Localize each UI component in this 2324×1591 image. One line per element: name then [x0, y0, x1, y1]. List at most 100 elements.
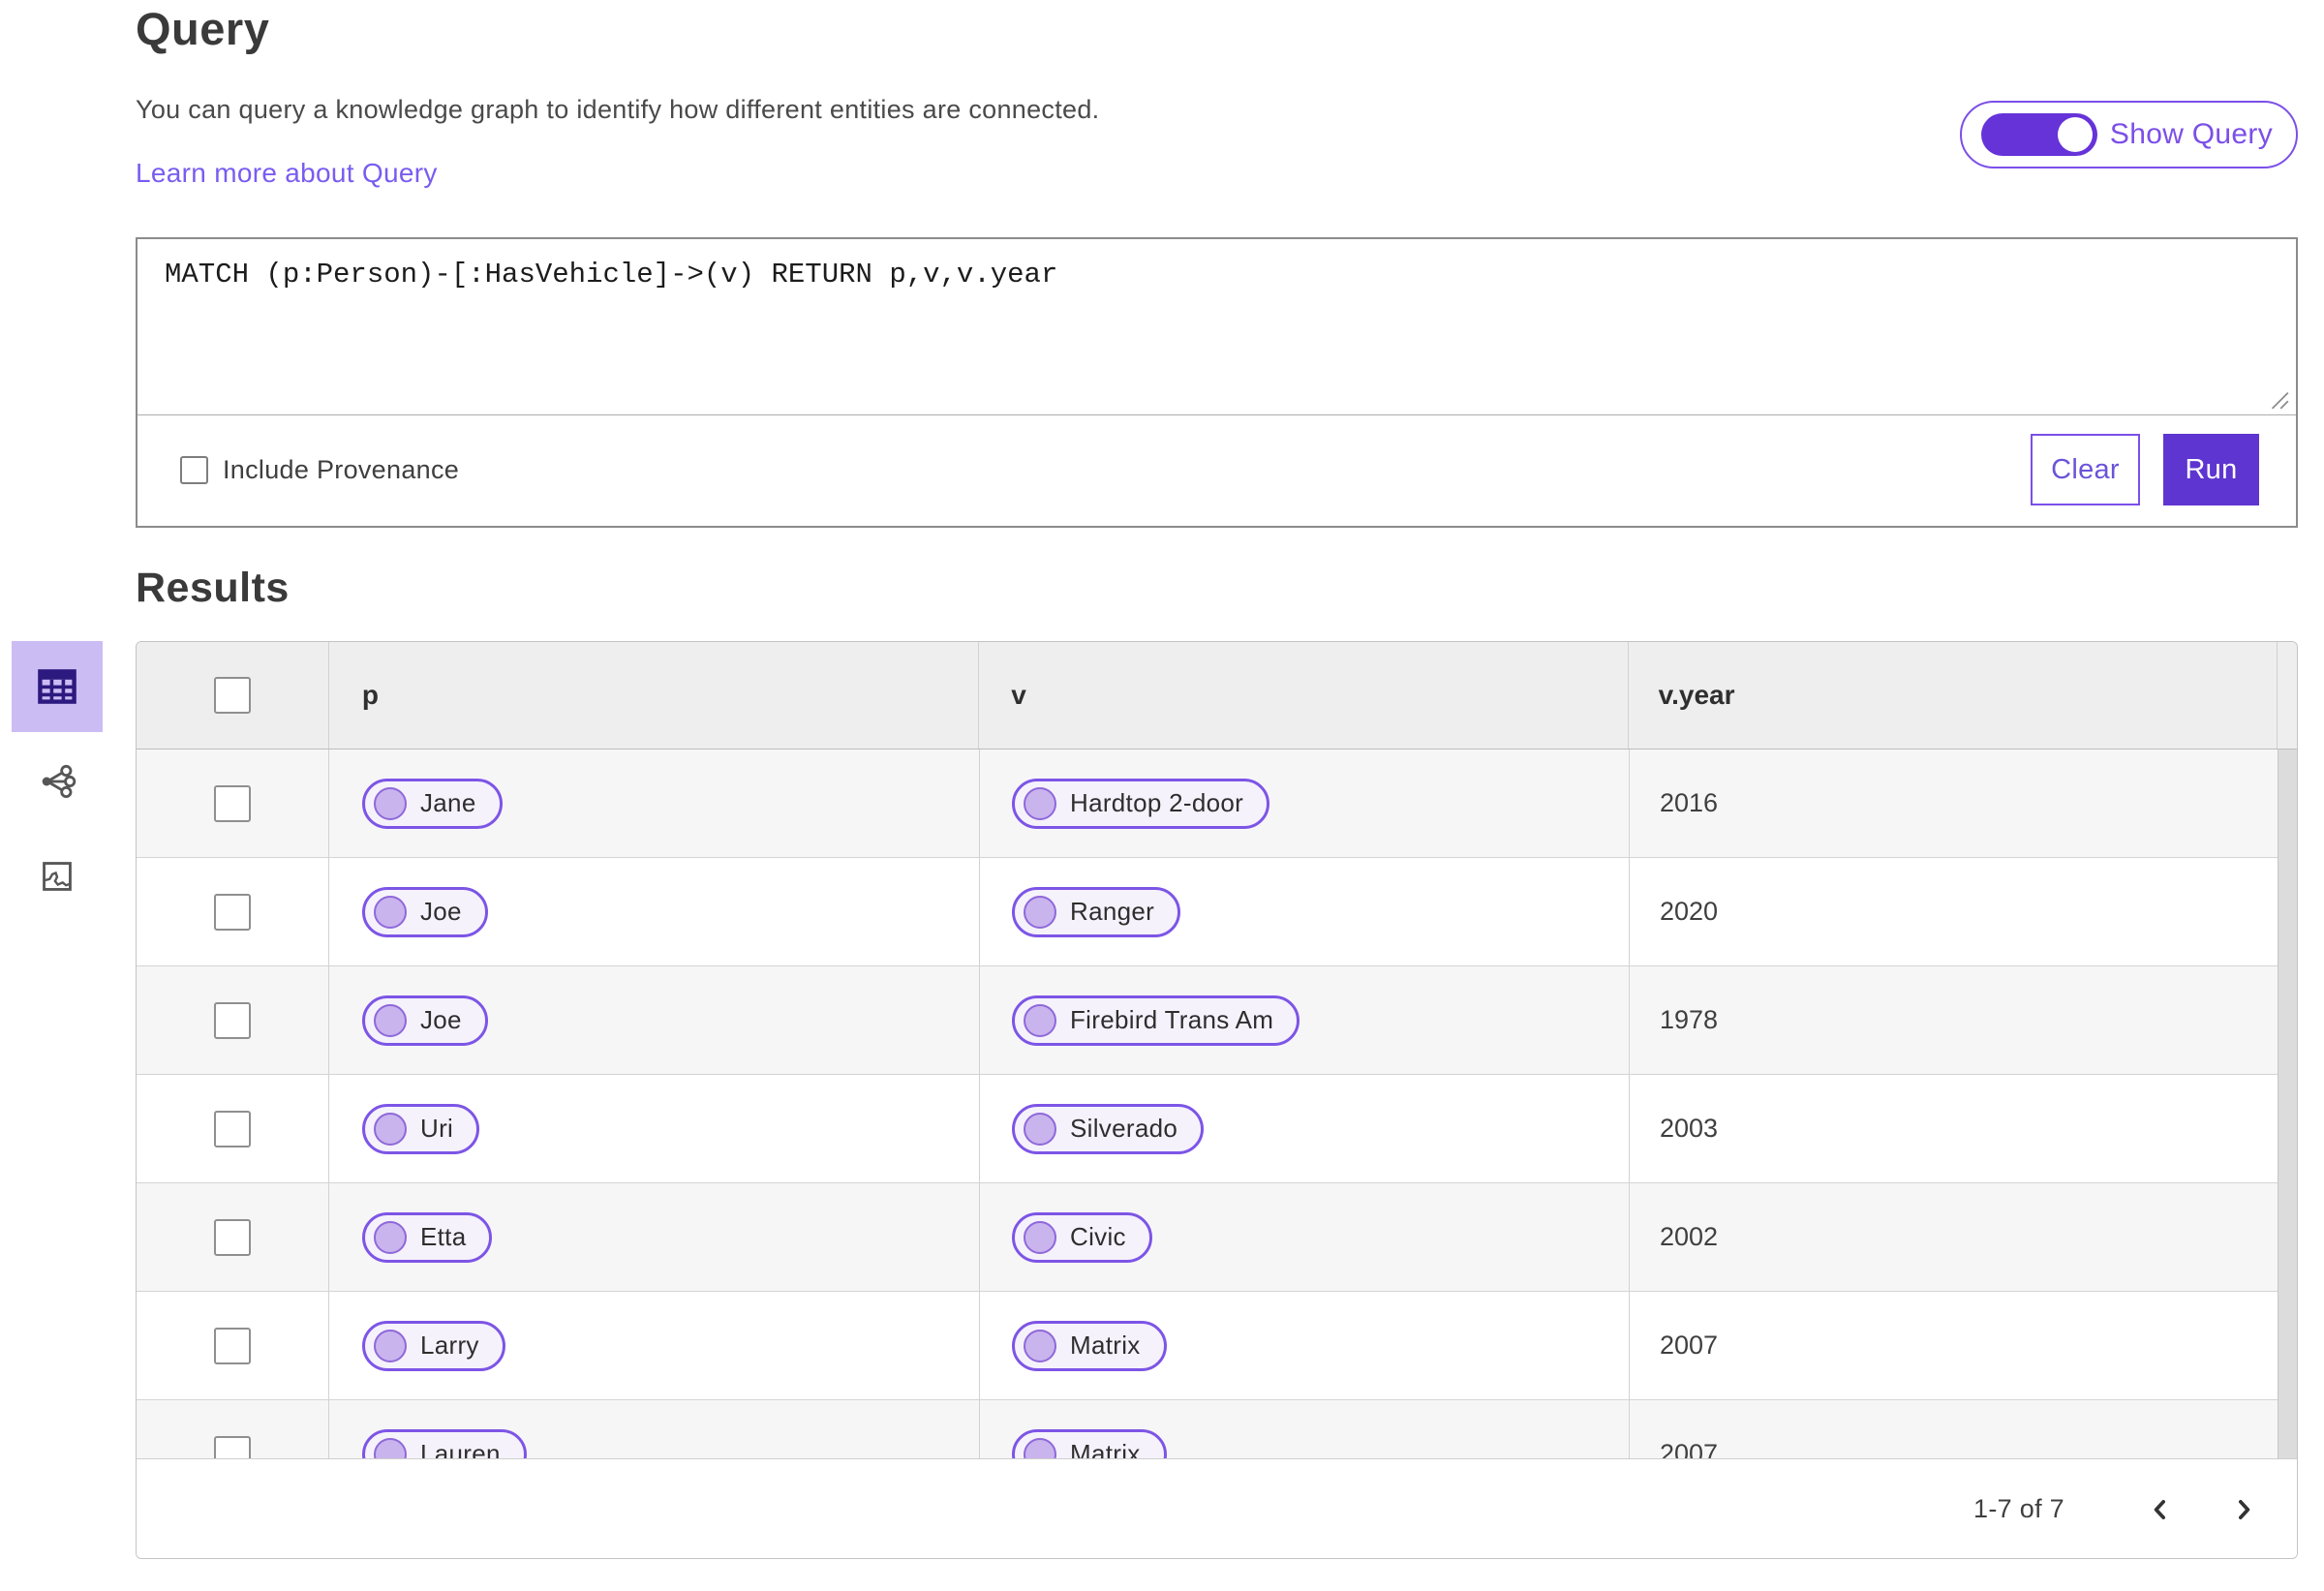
- vehicle-label: Civic: [1070, 1222, 1126, 1251]
- chevron-left-icon: [2154, 1499, 2165, 1519]
- person-entity-pill[interactable]: Lauren: [362, 1428, 527, 1458]
- table-row: Joe Firebird Trans Am 1978: [137, 966, 2297, 1075]
- query-text[interactable]: MATCH (p:Person)-[:HasVehicle]->(v) RETU…: [165, 259, 1058, 291]
- node-circle-icon: [1024, 1329, 1056, 1362]
- node-circle-icon: [1024, 1112, 1056, 1146]
- vehicle-entity-pill[interactable]: Civic: [1012, 1211, 1152, 1263]
- table-header: p v v.year: [137, 642, 2297, 750]
- vehicle-entity-pill[interactable]: Matrix: [1012, 1428, 1167, 1458]
- vehicle-year: 2007: [1660, 1331, 1719, 1360]
- next-page-button[interactable]: [2223, 1489, 2264, 1530]
- include-provenance-checkbox[interactable]: [180, 455, 208, 484]
- table-row: Larry Matrix 2007: [137, 1292, 2297, 1400]
- person-label: Lauren: [420, 1439, 501, 1458]
- clear-button[interactable]: Clear: [2031, 434, 2140, 505]
- table-row: Uri Silverado 2003: [137, 1075, 2297, 1183]
- vehicle-year: 2003: [1660, 1114, 1719, 1143]
- person-entity-pill[interactable]: Joe: [362, 994, 488, 1046]
- toggle-on-icon[interactable]: [1980, 113, 2097, 156]
- vehicle-year: 2007: [1660, 1439, 1719, 1458]
- row-select-checkbox[interactable]: [214, 1001, 251, 1039]
- include-provenance-label: Include Provenance: [223, 454, 460, 484]
- pagination-bar: 1-7 of 7: [137, 1458, 2297, 1558]
- results-title: Results: [136, 565, 290, 611]
- vehicle-entity-pill[interactable]: Ranger: [1012, 886, 1181, 937]
- vehicle-label: Matrix: [1070, 1331, 1141, 1360]
- map-view-button[interactable]: [12, 831, 103, 922]
- column-header-v-year: v.year: [1627, 642, 2277, 749]
- node-circle-icon: [374, 786, 407, 820]
- vehicle-entity-pill[interactable]: Hardtop 2-door: [1012, 778, 1270, 829]
- person-label: Etta: [420, 1222, 467, 1251]
- table-view-button[interactable]: [12, 641, 103, 732]
- person-entity-pill[interactable]: Joe: [362, 886, 488, 937]
- chevron-right-icon: [2239, 1499, 2250, 1519]
- vertical-scrollbar[interactable]: [2278, 750, 2297, 1458]
- query-panel: MATCH (p:Person)-[:HasVehicle]->(v) RETU…: [136, 237, 2298, 528]
- node-circle-icon: [1024, 1437, 1056, 1458]
- vehicle-label: Firebird Trans Am: [1070, 1005, 1274, 1034]
- view-switcher: [12, 641, 103, 926]
- column-header-p: p: [327, 642, 978, 749]
- person-entity-pill[interactable]: Uri: [362, 1103, 480, 1154]
- node-circle-icon: [1024, 895, 1056, 929]
- vehicle-entity-pill[interactable]: Firebird Trans Am: [1012, 994, 1300, 1046]
- node-circle-icon: [1024, 1220, 1056, 1254]
- person-label: Joe: [420, 1005, 462, 1034]
- table-row: Lauren Matrix 2007: [137, 1400, 2297, 1458]
- table-row: Jane Hardtop 2-door 2016: [137, 750, 2297, 858]
- learn-more-link[interactable]: Learn more about Query: [136, 158, 438, 188]
- vehicle-year: 2016: [1660, 788, 1719, 817]
- person-label: Joe: [420, 897, 462, 926]
- results-table: p v v.year Jane Hardtop 2-door 2016: [136, 641, 2298, 1559]
- prev-page-button[interactable]: [2140, 1489, 2181, 1530]
- vehicle-label: Silverado: [1070, 1114, 1178, 1143]
- node-circle-icon: [1024, 1003, 1056, 1037]
- row-select-checkbox[interactable]: [214, 1435, 251, 1458]
- row-select-checkbox[interactable]: [214, 1218, 251, 1256]
- map-icon: [43, 862, 72, 891]
- node-circle-icon: [374, 1220, 407, 1254]
- page-title: Query: [136, 3, 270, 54]
- pagination-range-label: 1-7 of 7: [1973, 1494, 2064, 1523]
- scrollbar-spacer: [2277, 642, 2297, 749]
- vehicle-label: Matrix: [1070, 1439, 1141, 1458]
- row-select-checkbox[interactable]: [214, 1110, 251, 1147]
- node-circle-icon: [374, 1112, 407, 1146]
- node-circle-icon: [374, 895, 407, 929]
- vehicle-label: Ranger: [1070, 897, 1155, 926]
- graph-view-button[interactable]: [12, 736, 103, 827]
- person-entity-pill[interactable]: Etta: [362, 1211, 493, 1263]
- node-circle-icon: [374, 1437, 407, 1458]
- person-entity-pill[interactable]: Larry: [362, 1320, 505, 1371]
- row-select-checkbox[interactable]: [214, 784, 251, 822]
- row-select-checkbox[interactable]: [214, 1327, 251, 1364]
- person-label: Uri: [420, 1114, 454, 1143]
- query-footer: Include Provenance Clear Run: [138, 415, 2296, 524]
- vehicle-year: 2002: [1660, 1222, 1719, 1251]
- vehicle-entity-pill[interactable]: Silverado: [1012, 1103, 1205, 1154]
- query-input[interactable]: MATCH (p:Person)-[:HasVehicle]->(v) RETU…: [138, 239, 2296, 415]
- node-circle-icon: [374, 1329, 407, 1362]
- resize-handle-icon[interactable]: [2265, 385, 2290, 411]
- row-select-checkbox[interactable]: [214, 893, 251, 931]
- person-entity-pill[interactable]: Jane: [362, 778, 503, 829]
- node-circle-icon: [374, 1003, 407, 1037]
- person-label: Larry: [420, 1331, 479, 1360]
- vehicle-year: 2020: [1660, 897, 1719, 926]
- select-all-checkbox[interactable]: [213, 677, 251, 714]
- person-label: Jane: [420, 788, 476, 817]
- graph-icon: [42, 764, 76, 799]
- table-icon: [38, 669, 76, 704]
- table-row: Joe Ranger 2020: [137, 858, 2297, 966]
- run-button[interactable]: Run: [2163, 434, 2259, 505]
- show-query-toggle[interactable]: Show Query: [1959, 101, 2298, 168]
- table-body: Jane Hardtop 2-door 2016 Joe Ranger 2020: [137, 750, 2297, 1458]
- column-header-v: v: [978, 642, 1627, 749]
- node-circle-icon: [1024, 786, 1056, 820]
- page-description: You can query a knowledge graph to ident…: [136, 95, 1100, 124]
- vehicle-entity-pill[interactable]: Matrix: [1012, 1320, 1167, 1371]
- toggle-knob: [2057, 117, 2093, 152]
- vehicle-year: 1978: [1660, 1005, 1719, 1034]
